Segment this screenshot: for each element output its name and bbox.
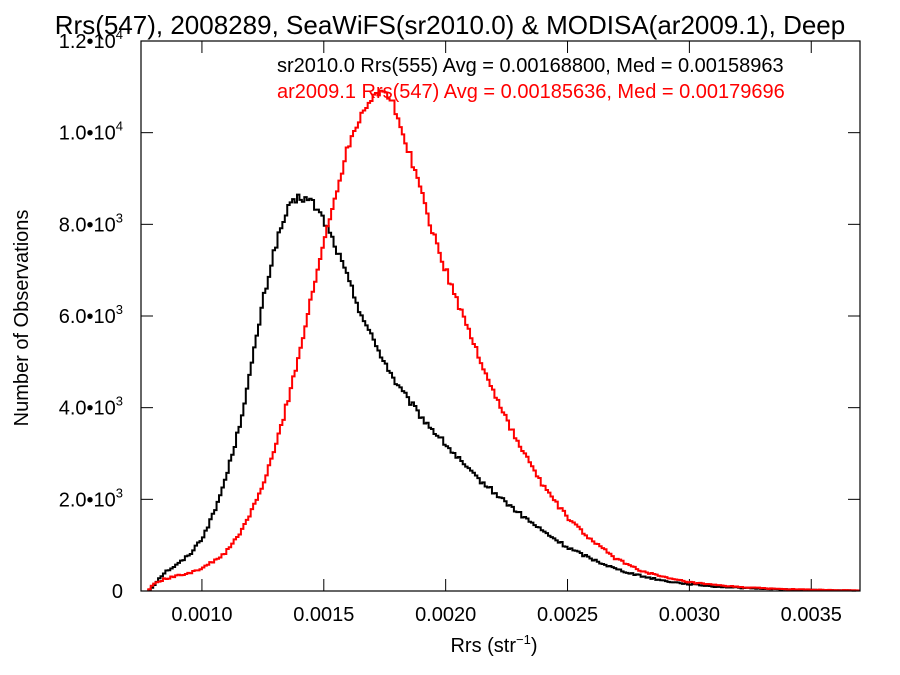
x-tick-label: 0.0035 bbox=[781, 604, 842, 626]
y-tick-label-base: 2.0•10 bbox=[59, 489, 116, 511]
legend-entry: sr2010.0 Rrs(555) Avg = 0.00168800, Med … bbox=[277, 55, 784, 77]
x-tick-label: 0.0025 bbox=[537, 604, 598, 626]
x-tick-label: 0.0020 bbox=[415, 604, 476, 626]
x-tick-label: 0.0015 bbox=[293, 604, 354, 626]
y-tick-label-base: 4.0•10 bbox=[59, 398, 116, 420]
x-tick-label: 0.0010 bbox=[171, 604, 232, 626]
chart-title: Rrs(547), 2008289, SeaWiFS(sr2010.0) & M… bbox=[55, 10, 845, 40]
x-axis-label: Rrs (str−1) bbox=[450, 632, 537, 657]
x-axis-label-superscript: −1 bbox=[516, 632, 531, 647]
legend-entry: ar2009.1 Rrs(547) Avg = 0.00185636, Med … bbox=[277, 81, 785, 103]
y-tick-label: 8.0•103 bbox=[59, 210, 123, 236]
y-axis-ticks: 02.0•1034.0•1036.0•1038.0•1031.0•1041.2•… bbox=[59, 27, 860, 603]
y-tick-label-base: 1.0•10 bbox=[59, 123, 116, 145]
y-tick-label: 2.0•103 bbox=[59, 485, 123, 511]
y-tick-label: 0 bbox=[112, 581, 123, 603]
y-tick-label-base: 8.0•10 bbox=[59, 214, 116, 236]
y-tick-label: 6.0•103 bbox=[59, 302, 123, 328]
series-layer bbox=[147, 89, 860, 592]
y-tick-label: 1.0•104 bbox=[59, 119, 123, 145]
x-tick-label: 0.0030 bbox=[659, 604, 720, 626]
y-axis-label: Number of Observations bbox=[11, 210, 33, 427]
y-tick-label-exponent: 3 bbox=[116, 210, 123, 225]
y-tick-label: 4.0•103 bbox=[59, 394, 123, 420]
legend: sr2010.0 Rrs(555) Avg = 0.00168800, Med … bbox=[277, 55, 785, 103]
y-tick-label-exponent: 4 bbox=[116, 27, 123, 42]
plot-frame bbox=[140, 40, 861, 592]
x-axis-label-main: Rrs (str bbox=[450, 635, 516, 657]
y-tick-label-exponent: 4 bbox=[116, 119, 123, 134]
y-tick-label-base: 0 bbox=[112, 581, 123, 603]
x-axis-label-end: ) bbox=[531, 635, 538, 657]
y-tick-label-exponent: 3 bbox=[116, 394, 123, 409]
histogram-series-line bbox=[147, 193, 860, 592]
histogram-series-line bbox=[147, 89, 860, 592]
y-tick-label-base: 6.0•10 bbox=[59, 306, 116, 328]
x-axis-ticks: 0.0010 0.0015 0.0020 0.0025 0.0030 0.0035 bbox=[171, 41, 842, 626]
y-tick-label-base: 1.2•10 bbox=[59, 31, 116, 53]
y-tick-label-exponent: 3 bbox=[116, 485, 123, 500]
y-tick-label-exponent: 3 bbox=[116, 302, 123, 317]
y-tick-label: 1.2•104 bbox=[59, 27, 123, 53]
y-axis-label-text: Number of Observations bbox=[11, 210, 33, 427]
